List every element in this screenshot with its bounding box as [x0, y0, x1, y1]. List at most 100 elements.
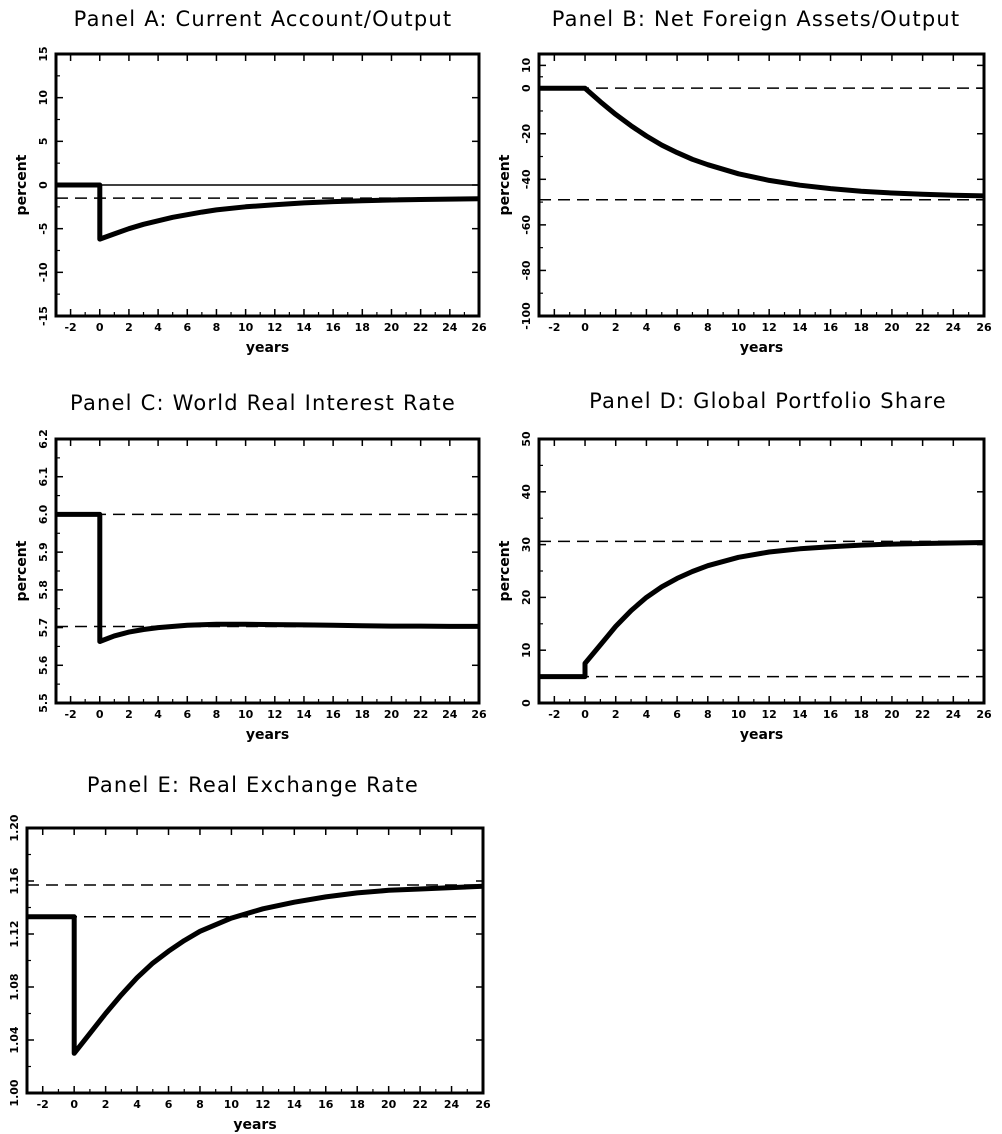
y-tick-label: -20 [520, 123, 533, 143]
y-tick-label: 1.16 [8, 867, 21, 894]
x-tick-label: 4 [643, 708, 651, 721]
y-tick-label: -10 [37, 262, 50, 282]
x-tick-label: 22 [413, 708, 428, 721]
x-tick-label: 10 [238, 708, 254, 721]
x-tick-label: 0 [96, 708, 104, 721]
y-tick-label: 0 [520, 699, 533, 707]
x-tick-label: -2 [64, 321, 76, 334]
plot-frame [537, 437, 986, 705]
y-tick-label: 10 [37, 90, 50, 106]
x-tick-label: 6 [183, 321, 191, 334]
x-tick-label: 4 [133, 1098, 141, 1111]
x-tick-label: 18 [350, 1098, 365, 1111]
y-tick-label: 5 [37, 138, 50, 146]
y-tick-label: 1.12 [8, 920, 21, 947]
y-axis-label: percent [14, 154, 30, 215]
y-tick-label: 15 [37, 46, 50, 61]
x-tick-label: 6 [183, 708, 191, 721]
x-tick-label: 0 [581, 708, 589, 721]
y-tick-label: 0 [520, 84, 533, 92]
x-axis-label: years [246, 340, 289, 356]
y-tick-label: 1.20 [8, 814, 21, 841]
x-tick-label: -2 [64, 708, 76, 721]
panel-c: Panel C: World Real Interest Rate -2 0 2 4 6 8… [14, 391, 487, 743]
x-tick-label: 18 [854, 321, 869, 334]
y-tick-label: 6.1 [37, 467, 50, 487]
series-line [539, 85, 985, 199]
panel-title: Panel B: Net Foreign Assets/Output [552, 7, 961, 31]
y-axis-label: percent [14, 540, 30, 601]
x-tick-label: 12 [762, 321, 777, 334]
x-tick-label: 8 [196, 1098, 204, 1111]
y-tick-label: 5.7 [37, 618, 50, 638]
y-tick-label: 5.6 [37, 655, 50, 675]
x-tick-label: 14 [792, 321, 808, 334]
y-tick-label: -15 [37, 306, 50, 326]
y-tick-label: -60 [520, 215, 533, 235]
x-axis-label: years [233, 1117, 276, 1133]
x-tick-label: 22 [413, 321, 428, 334]
series-line [56, 511, 479, 644]
y-tick-label: 20 [520, 589, 533, 605]
y-tick-label: 5.5 [37, 693, 50, 713]
series-line [27, 883, 484, 1056]
plot-frame [537, 52, 986, 318]
x-tick-label: 10 [731, 708, 747, 721]
y-tick-label: 6.2 [37, 429, 50, 449]
x-tick-label: 26 [471, 708, 487, 721]
x-axis-label: years [740, 727, 783, 743]
x-tick-label: 24 [444, 1098, 460, 1111]
x-tick-label: 2 [612, 708, 620, 721]
x-tick-label: 22 [915, 708, 930, 721]
x-tick-label: 14 [296, 708, 312, 721]
y-tick-label: 10 [520, 642, 533, 658]
x-tick-label: 0 [96, 321, 104, 334]
x-tick-label: 0 [70, 1098, 78, 1111]
y-tick-label: 40 [520, 484, 533, 500]
x-tick-label: -2 [548, 708, 560, 721]
x-tick-label: 6 [673, 321, 681, 334]
plot-frame [54, 437, 481, 705]
x-tick-label: 26 [471, 321, 487, 334]
x-tick-label: 4 [643, 321, 651, 334]
y-tick-label: 6.0 [37, 504, 50, 524]
x-tick-label: 24 [442, 708, 458, 721]
x-tick-label: 20 [384, 321, 400, 334]
x-axis-label: years [740, 340, 783, 356]
y-tick-label: 30 [520, 537, 533, 553]
x-tick-label: -2 [37, 1098, 49, 1111]
y-tick-label: 0 [37, 181, 50, 189]
x-tick-label: 8 [213, 708, 221, 721]
x-tick-label: 22 [915, 321, 930, 334]
x-tick-label: 12 [762, 708, 777, 721]
x-tick-label: 20 [884, 321, 900, 334]
x-tick-label: 12 [267, 321, 282, 334]
x-tick-label: 2 [102, 1098, 110, 1111]
x-tick-label: 12 [267, 708, 282, 721]
y-tick-label: 50 [520, 431, 533, 447]
series-line [539, 540, 985, 680]
x-tick-label: 14 [296, 321, 312, 334]
x-tick-label: 16 [325, 321, 341, 334]
plot-frame [25, 826, 485, 1095]
x-tick-label: 2 [612, 321, 620, 334]
panel-e: Panel E: Real Exchange Rate-2 0 2 4 6 8 10 12 14… [8, 773, 491, 1133]
x-tick-label: 10 [731, 321, 747, 334]
y-tick-label: 1.04 [8, 1026, 21, 1053]
y-tick-label: 10 [520, 57, 533, 73]
x-tick-label: 24 [946, 321, 962, 334]
panel-title: Panel A: Current Account/Output [74, 7, 453, 31]
x-tick-label: 24 [946, 708, 962, 721]
x-tick-label: 8 [213, 321, 221, 334]
x-tick-label: 20 [884, 708, 900, 721]
y-tick-label: 5.8 [37, 580, 50, 600]
y-tick-label: 5.9 [37, 542, 50, 562]
x-tick-label: 6 [673, 708, 681, 721]
x-tick-label: 4 [154, 708, 162, 721]
panel-title: Panel C: World Real Interest Rate [70, 391, 456, 415]
x-tick-label: 12 [255, 1098, 270, 1111]
x-tick-label: 24 [442, 321, 458, 334]
x-tick-label: 14 [287, 1098, 303, 1111]
panel-d: Panel D: Global Portfolio Share-2 0 2 4 6 8 10… [497, 389, 992, 743]
